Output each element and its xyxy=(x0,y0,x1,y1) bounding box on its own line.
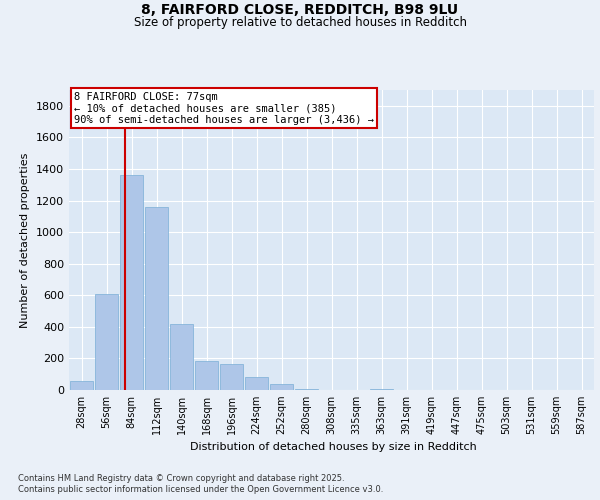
Bar xyxy=(70,380,93,390)
Text: 8 FAIRFORD CLOSE: 77sqm
← 10% of detached houses are smaller (385)
90% of semi-d: 8 FAIRFORD CLOSE: 77sqm ← 10% of detache… xyxy=(74,92,374,124)
Bar xyxy=(170,324,193,390)
Text: Distribution of detached houses by size in Redditch: Distribution of detached houses by size … xyxy=(190,442,476,452)
Bar xyxy=(370,389,393,390)
Bar xyxy=(270,384,293,390)
Bar xyxy=(295,389,318,390)
Text: Contains public sector information licensed under the Open Government Licence v3: Contains public sector information licen… xyxy=(18,485,383,494)
Bar xyxy=(120,176,143,390)
Text: 8, FAIRFORD CLOSE, REDDITCH, B98 9LU: 8, FAIRFORD CLOSE, REDDITCH, B98 9LU xyxy=(142,2,458,16)
Bar xyxy=(145,207,168,390)
Text: Contains HM Land Registry data © Crown copyright and database right 2025.: Contains HM Land Registry data © Crown c… xyxy=(18,474,344,483)
Bar xyxy=(220,364,243,390)
Y-axis label: Number of detached properties: Number of detached properties xyxy=(20,152,31,328)
Text: Size of property relative to detached houses in Redditch: Size of property relative to detached ho… xyxy=(133,16,467,29)
Bar xyxy=(95,294,118,390)
Bar xyxy=(245,378,268,390)
Bar xyxy=(195,361,218,390)
